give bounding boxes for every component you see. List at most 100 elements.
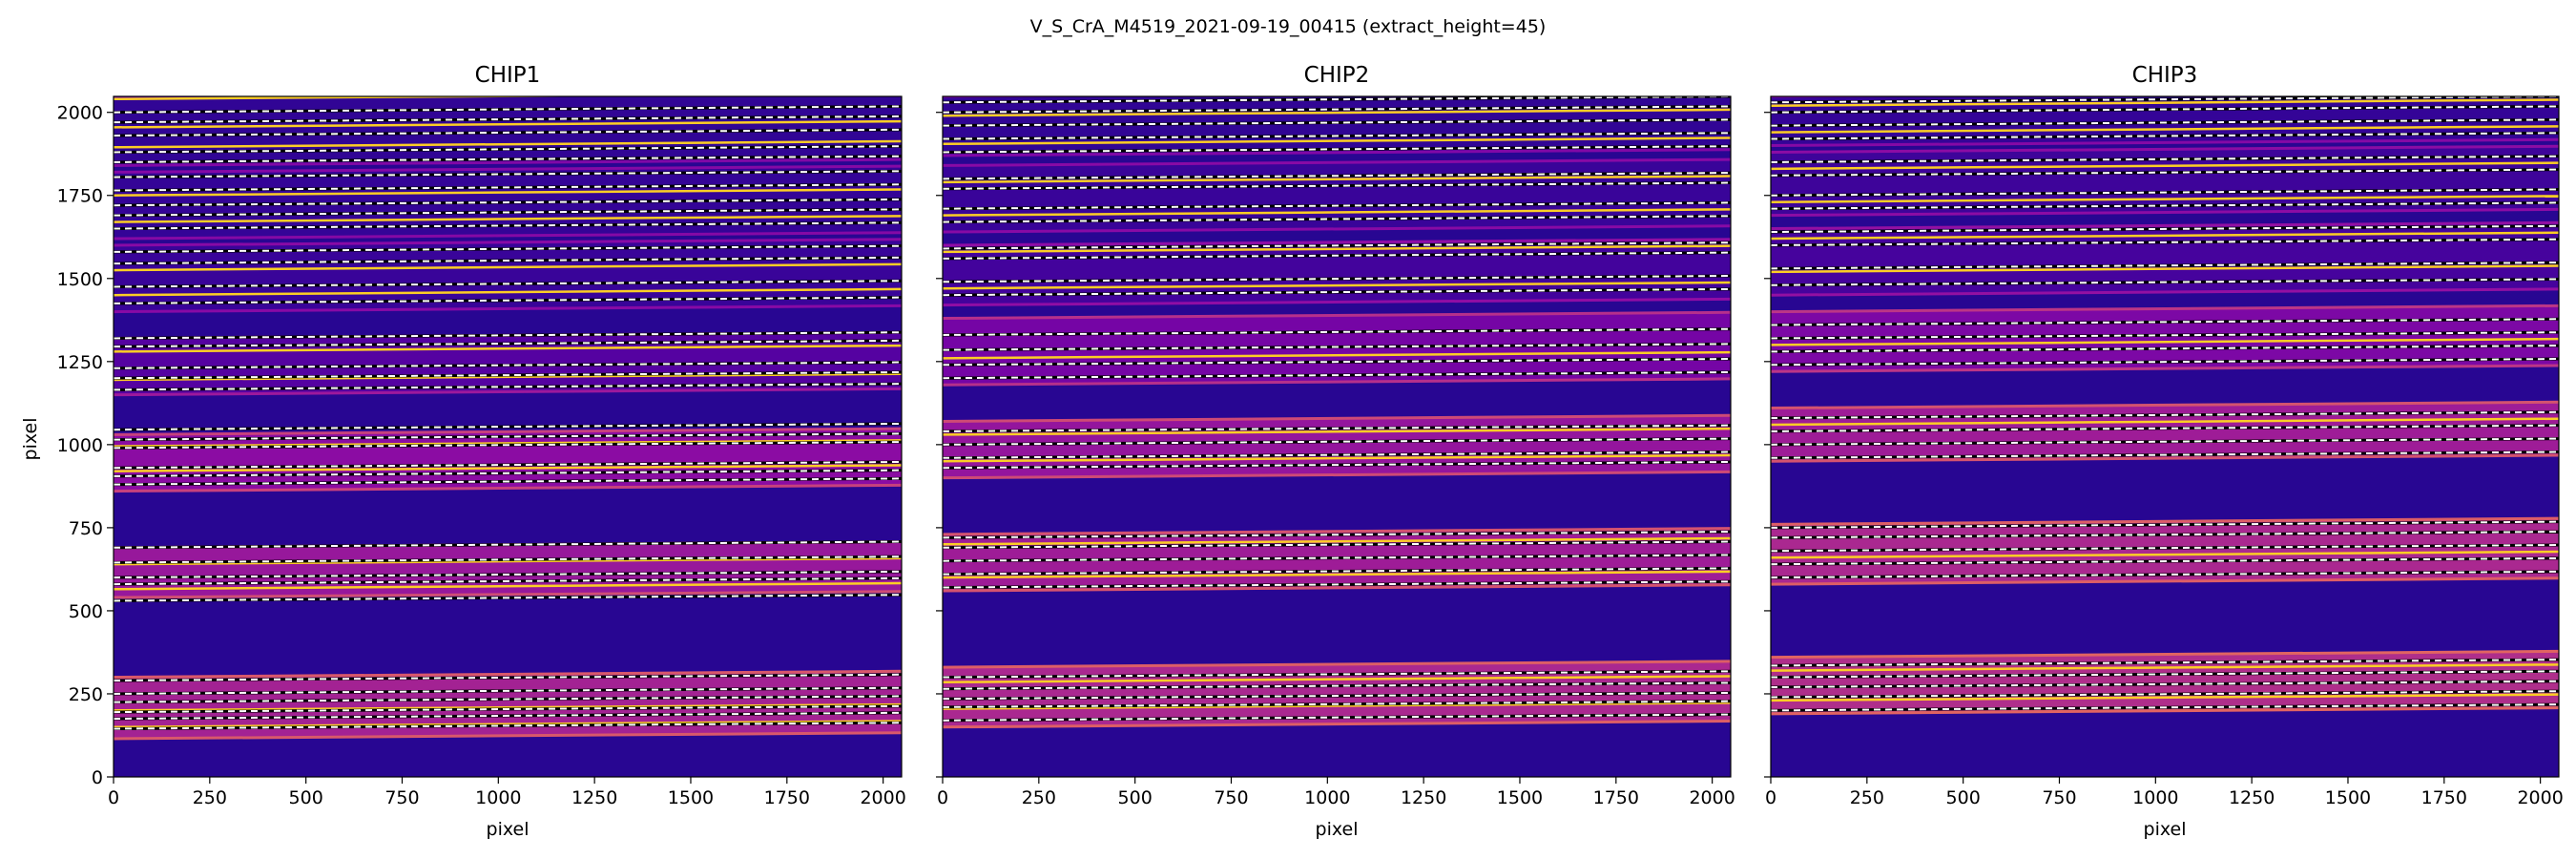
- trace-line: [943, 670, 1731, 679]
- trace-line: [114, 686, 902, 695]
- trace-line: [943, 327, 1731, 336]
- trace-line: [1771, 96, 2559, 104]
- trace-line: [114, 704, 902, 714]
- band-edge: [114, 157, 902, 167]
- plot-frame: [113, 95, 903, 778]
- trace-line: [1771, 570, 2559, 579]
- trace-line: [1771, 155, 2559, 163]
- trace-line: [1771, 531, 2559, 539]
- heatmap-chip3: 0 250 500 750 1000 1250 1500 1750 2000: [1764, 95, 2564, 808]
- trace-line: [114, 422, 902, 431]
- band-edge: [1771, 304, 2559, 314]
- y-tick-label: 1750: [57, 186, 103, 207]
- x-tick-label: 500: [1946, 787, 1981, 808]
- y-axis-label-chip1: pixel: [20, 418, 41, 461]
- band-edge: [114, 731, 902, 741]
- spectral-order-line: [943, 453, 1731, 463]
- trace-line: [114, 170, 902, 178]
- panel-chip3: CHIP3 0 250 500 750 1000 1250 1500 1750 2000 pix…: [1764, 63, 2564, 840]
- x-tick-label: 1750: [764, 787, 810, 808]
- trace-line: [1771, 168, 2559, 177]
- trace-line: [943, 358, 1731, 367]
- band-edge: [943, 238, 1731, 247]
- trace-line: [1771, 543, 2559, 553]
- trace-line: [943, 580, 1731, 589]
- trace-line: [114, 256, 902, 265]
- band-edge: [943, 527, 1731, 536]
- trace-line: [114, 183, 902, 192]
- trace-line: [943, 691, 1731, 701]
- spectral-order-line: [1771, 264, 2559, 274]
- trace-line: [943, 700, 1731, 708]
- trace-line: [943, 287, 1731, 297]
- trace-line: [1771, 450, 2559, 459]
- trace-line: [114, 155, 902, 163]
- trace-line: [1771, 201, 2559, 210]
- y-tick-label: 500: [69, 601, 103, 622]
- trace-line: [114, 128, 902, 137]
- band-edge: [943, 310, 1731, 321]
- trace-line: [943, 241, 1731, 250]
- trace-line: [114, 145, 902, 154]
- spectral-order-line: [943, 244, 1731, 254]
- trace-line: [114, 280, 902, 288]
- x-tick-label: 2000: [860, 787, 905, 808]
- x-tick-label: 1750: [2421, 787, 2467, 808]
- band-edge: [114, 669, 902, 680]
- band-edge: [943, 470, 1731, 480]
- trace-line: [1771, 670, 2559, 679]
- plot-frame: [1770, 95, 2560, 778]
- band-edge: [114, 387, 902, 397]
- spectral-order-line: [943, 350, 1731, 360]
- x-tick-label: 2000: [2517, 787, 2563, 808]
- x-tick-label: 500: [1118, 787, 1153, 808]
- trace-line: [943, 343, 1731, 351]
- trace-line: [943, 370, 1731, 380]
- panel-title-chip1: CHIP1: [475, 63, 541, 88]
- x-tick-label: 1250: [2229, 787, 2275, 808]
- band-edge: [1771, 516, 2559, 526]
- trace-line: [1771, 331, 2559, 340]
- band-edge: [1771, 706, 2559, 716]
- trace-line: [943, 145, 1731, 154]
- band-edge: [943, 413, 1731, 423]
- trace-line: [943, 251, 1731, 260]
- trace-line: [114, 221, 902, 230]
- trace-line: [114, 370, 902, 380]
- spectral-order-line: [943, 570, 1731, 579]
- x-tick-label: 1250: [571, 787, 617, 808]
- band-edge: [943, 96, 1132, 98]
- band-edge: [1771, 576, 2559, 586]
- trace-line: [1771, 410, 2559, 420]
- x-tick-label: 250: [1022, 787, 1056, 808]
- trace-line: [943, 713, 1731, 722]
- band-edge: [114, 483, 902, 493]
- band-edge: [114, 238, 902, 247]
- band-edge: [943, 720, 1731, 729]
- band-edge: [114, 96, 302, 98]
- band-edge: [114, 427, 902, 436]
- x-tick-label: 1750: [1593, 787, 1639, 808]
- plot-frame: [942, 95, 1732, 778]
- band-edge: [943, 224, 1731, 234]
- trace-line: [114, 477, 902, 486]
- trace-line: [943, 681, 1731, 690]
- x-tick-label: 0: [937, 787, 948, 808]
- heatmap-chip1: 0 250 500 750 1000 1250 1500 1750 2000 0 250 500 750…: [57, 95, 906, 808]
- trace-line: [1771, 188, 2559, 197]
- trace-line: [114, 115, 902, 124]
- x-tick-label: 1500: [668, 787, 714, 808]
- trace-line: [114, 594, 902, 602]
- trace-line: [114, 555, 902, 564]
- spectral-order-line: [114, 262, 902, 272]
- trace-line: [114, 540, 902, 549]
- trace-line: [1771, 556, 2559, 566]
- band-edge: [1771, 400, 2559, 410]
- trace-line: [1771, 358, 2559, 367]
- x-tick-label: 1000: [2132, 787, 2178, 808]
- band-edge: [1771, 649, 2559, 660]
- x-tick-label: 1000: [475, 787, 521, 808]
- trace-line: [114, 469, 902, 477]
- trace-line: [114, 432, 902, 441]
- spectral-order-line: [1771, 693, 2559, 702]
